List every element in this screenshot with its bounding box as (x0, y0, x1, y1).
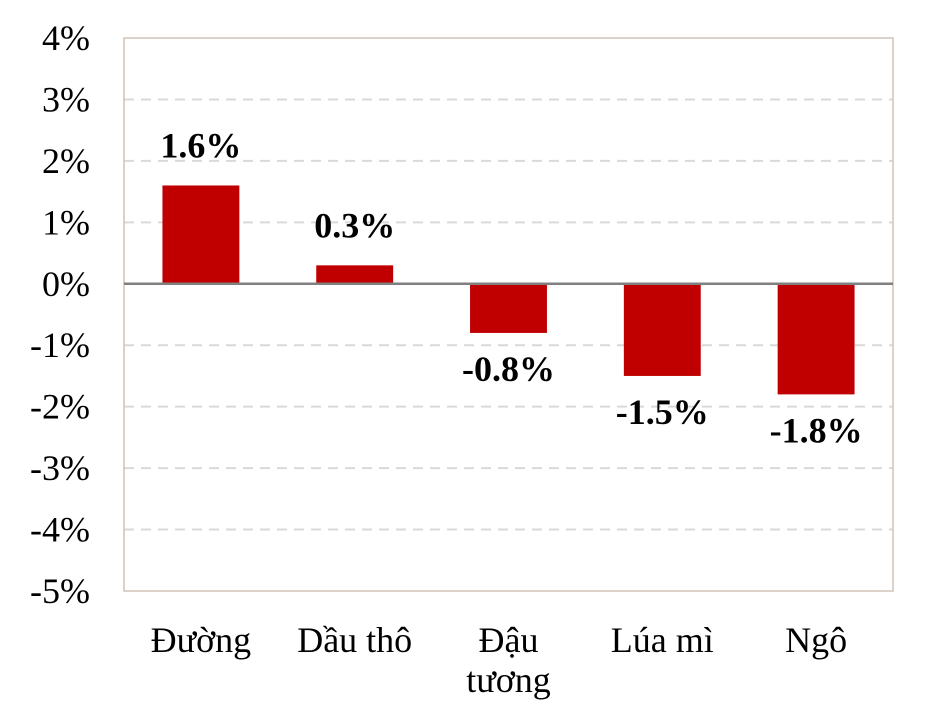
y-tick-label: 4% (42, 18, 90, 58)
y-tick-label: -2% (30, 387, 90, 427)
bars (162, 185, 855, 395)
y-tick-label: 1% (42, 202, 90, 242)
x-tick-label: Đậu tương (466, 620, 551, 700)
y-tick-label: 3% (42, 79, 90, 119)
y-tick-label: 0% (42, 264, 90, 304)
x-tick-label: Dầu thô (297, 620, 412, 660)
plot-frame (123, 37, 894, 592)
y-tick-label: -5% (30, 571, 90, 611)
data-label: -1.8% (770, 410, 863, 450)
bar (777, 283, 855, 395)
x-axis-categories: Đường Dầu thô Đậu tương Lúa mì Ngô (151, 620, 847, 700)
data-label: -1.5% (616, 392, 709, 432)
data-labels: 1.6% 0.3% -0.8% -1.5% -1.8% (160, 125, 862, 450)
bar (623, 283, 701, 376)
x-tick-label: Ngô (785, 620, 847, 660)
bar (470, 283, 547, 333)
y-tick-label: -1% (30, 325, 90, 365)
y-tick-label: -4% (30, 510, 90, 550)
bar (316, 265, 394, 284)
y-axis-ticks: 4% 3% 2% 1% 0% -1% -2% -3% -4% -5% (30, 18, 90, 611)
y-tick-label: 2% (42, 141, 90, 181)
x-tick-label: Đường (151, 620, 252, 660)
data-label: 1.6% (160, 125, 241, 165)
bar (162, 185, 240, 284)
gridlines (124, 98, 893, 531)
y-tick-label: -3% (30, 448, 90, 488)
data-label: -0.8% (462, 349, 555, 389)
data-label: 0.3% (314, 205, 395, 245)
x-tick-label: Lúa mì (611, 620, 714, 660)
